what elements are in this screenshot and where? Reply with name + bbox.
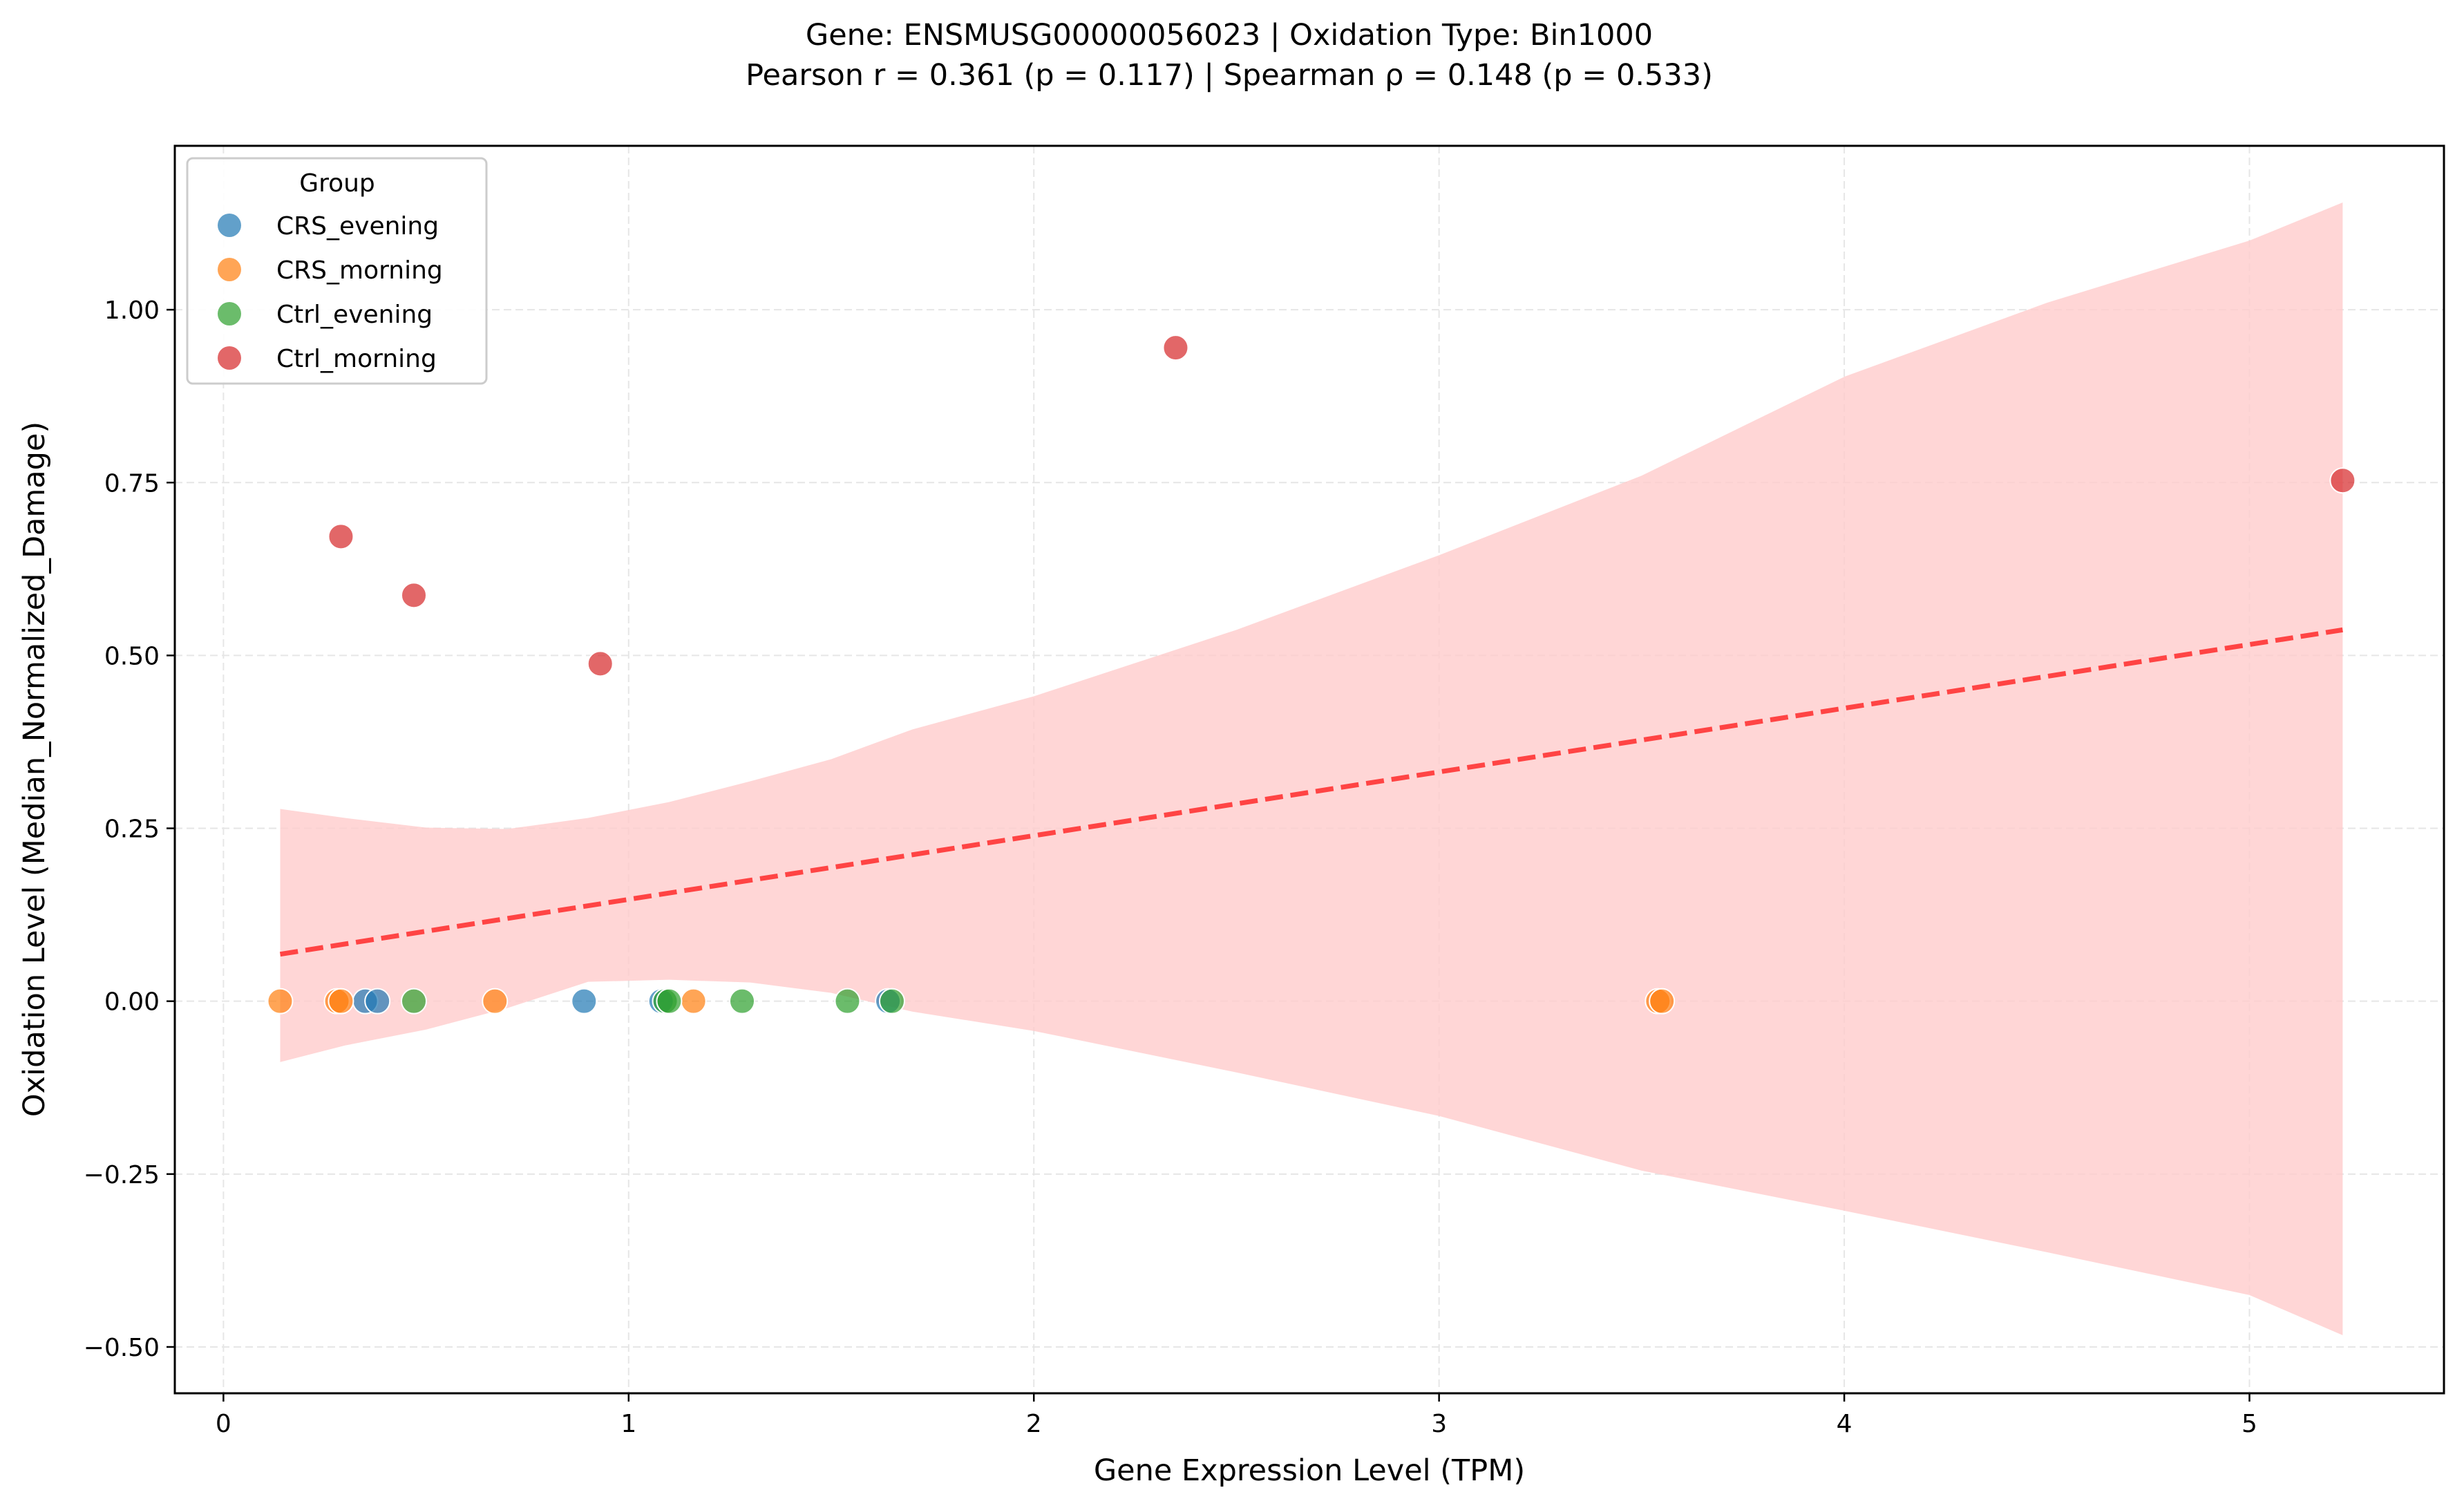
legend-marker: [218, 214, 241, 237]
regression-line-layer: [279, 627, 2343, 957]
y-tick-label: −0.50: [84, 1334, 160, 1362]
data-point: [656, 988, 683, 1015]
data-point: [482, 988, 509, 1015]
y-tick-label: 1.00: [104, 296, 160, 325]
x-tick-label: 2: [1026, 1410, 1042, 1438]
x-tick-label: 4: [1837, 1410, 1852, 1438]
x-axis-label: Gene Expression Level (TPM): [1094, 1453, 1525, 1488]
legend-marker: [218, 302, 241, 326]
y-tick-label: 0.50: [104, 642, 160, 670]
x-tick-label: 5: [2242, 1410, 2257, 1438]
data-point: [1649, 988, 1676, 1015]
data-point: [364, 988, 391, 1015]
plot-frame: [173, 144, 2445, 1395]
legend-label: Ctrl_evening: [276, 301, 433, 329]
legend: Group CRS_evening CRS_morning Ctrl_evening…: [186, 157, 488, 385]
legend-marker: [218, 346, 241, 370]
data-point: [680, 988, 707, 1015]
x-tick-label: 0: [216, 1410, 231, 1438]
data-point: [834, 988, 861, 1015]
legend-label: Ctrl_morning: [276, 345, 437, 373]
data-point: [400, 988, 427, 1015]
data-point: [878, 988, 905, 1015]
data-point: [1162, 334, 1189, 361]
regression-line: [279, 627, 2343, 957]
legend-title: Group: [299, 169, 375, 198]
data-point: [587, 650, 614, 677]
y-tick-label: 0.75: [104, 469, 160, 498]
legend-label: CRS_morning: [276, 256, 443, 285]
x-tick-label: 3: [1431, 1410, 1447, 1438]
data-point: [571, 988, 598, 1015]
data-points-layer: [267, 334, 2356, 1015]
data-point: [328, 523, 354, 550]
confidence-band-layer: [280, 202, 2343, 1335]
x-axis-ticks: 0 1 2 3 4 5: [216, 1393, 2257, 1438]
data-point: [2329, 467, 2356, 494]
data-point: [267, 988, 294, 1015]
y-tick-label: 0.25: [104, 816, 160, 844]
y-tick-label: 0.00: [104, 988, 160, 1017]
chart-title: Gene: ENSMUSG00000056023 | Oxidation Typ…: [806, 18, 1653, 53]
y-tick-label: −0.25: [84, 1161, 160, 1189]
data-point: [729, 988, 755, 1015]
data-point: [328, 988, 354, 1015]
legend-box: [186, 157, 488, 385]
x-tick-label: 1: [620, 1410, 636, 1438]
legend-label: CRS_evening: [276, 212, 439, 241]
y-axis-ticks: −0.50 −0.25 0.00 0.25 0.50 0.75 1.00: [84, 296, 175, 1362]
confidence-band: [280, 202, 2343, 1335]
chart-subtitle: Pearson r = 0.361 (p = 0.117) | Spearman…: [746, 58, 1713, 93]
y-axis-label: Oxidation Level (Median_Normalized_Damag…: [17, 422, 52, 1117]
legend-marker: [218, 258, 241, 281]
data-point: [400, 582, 427, 609]
